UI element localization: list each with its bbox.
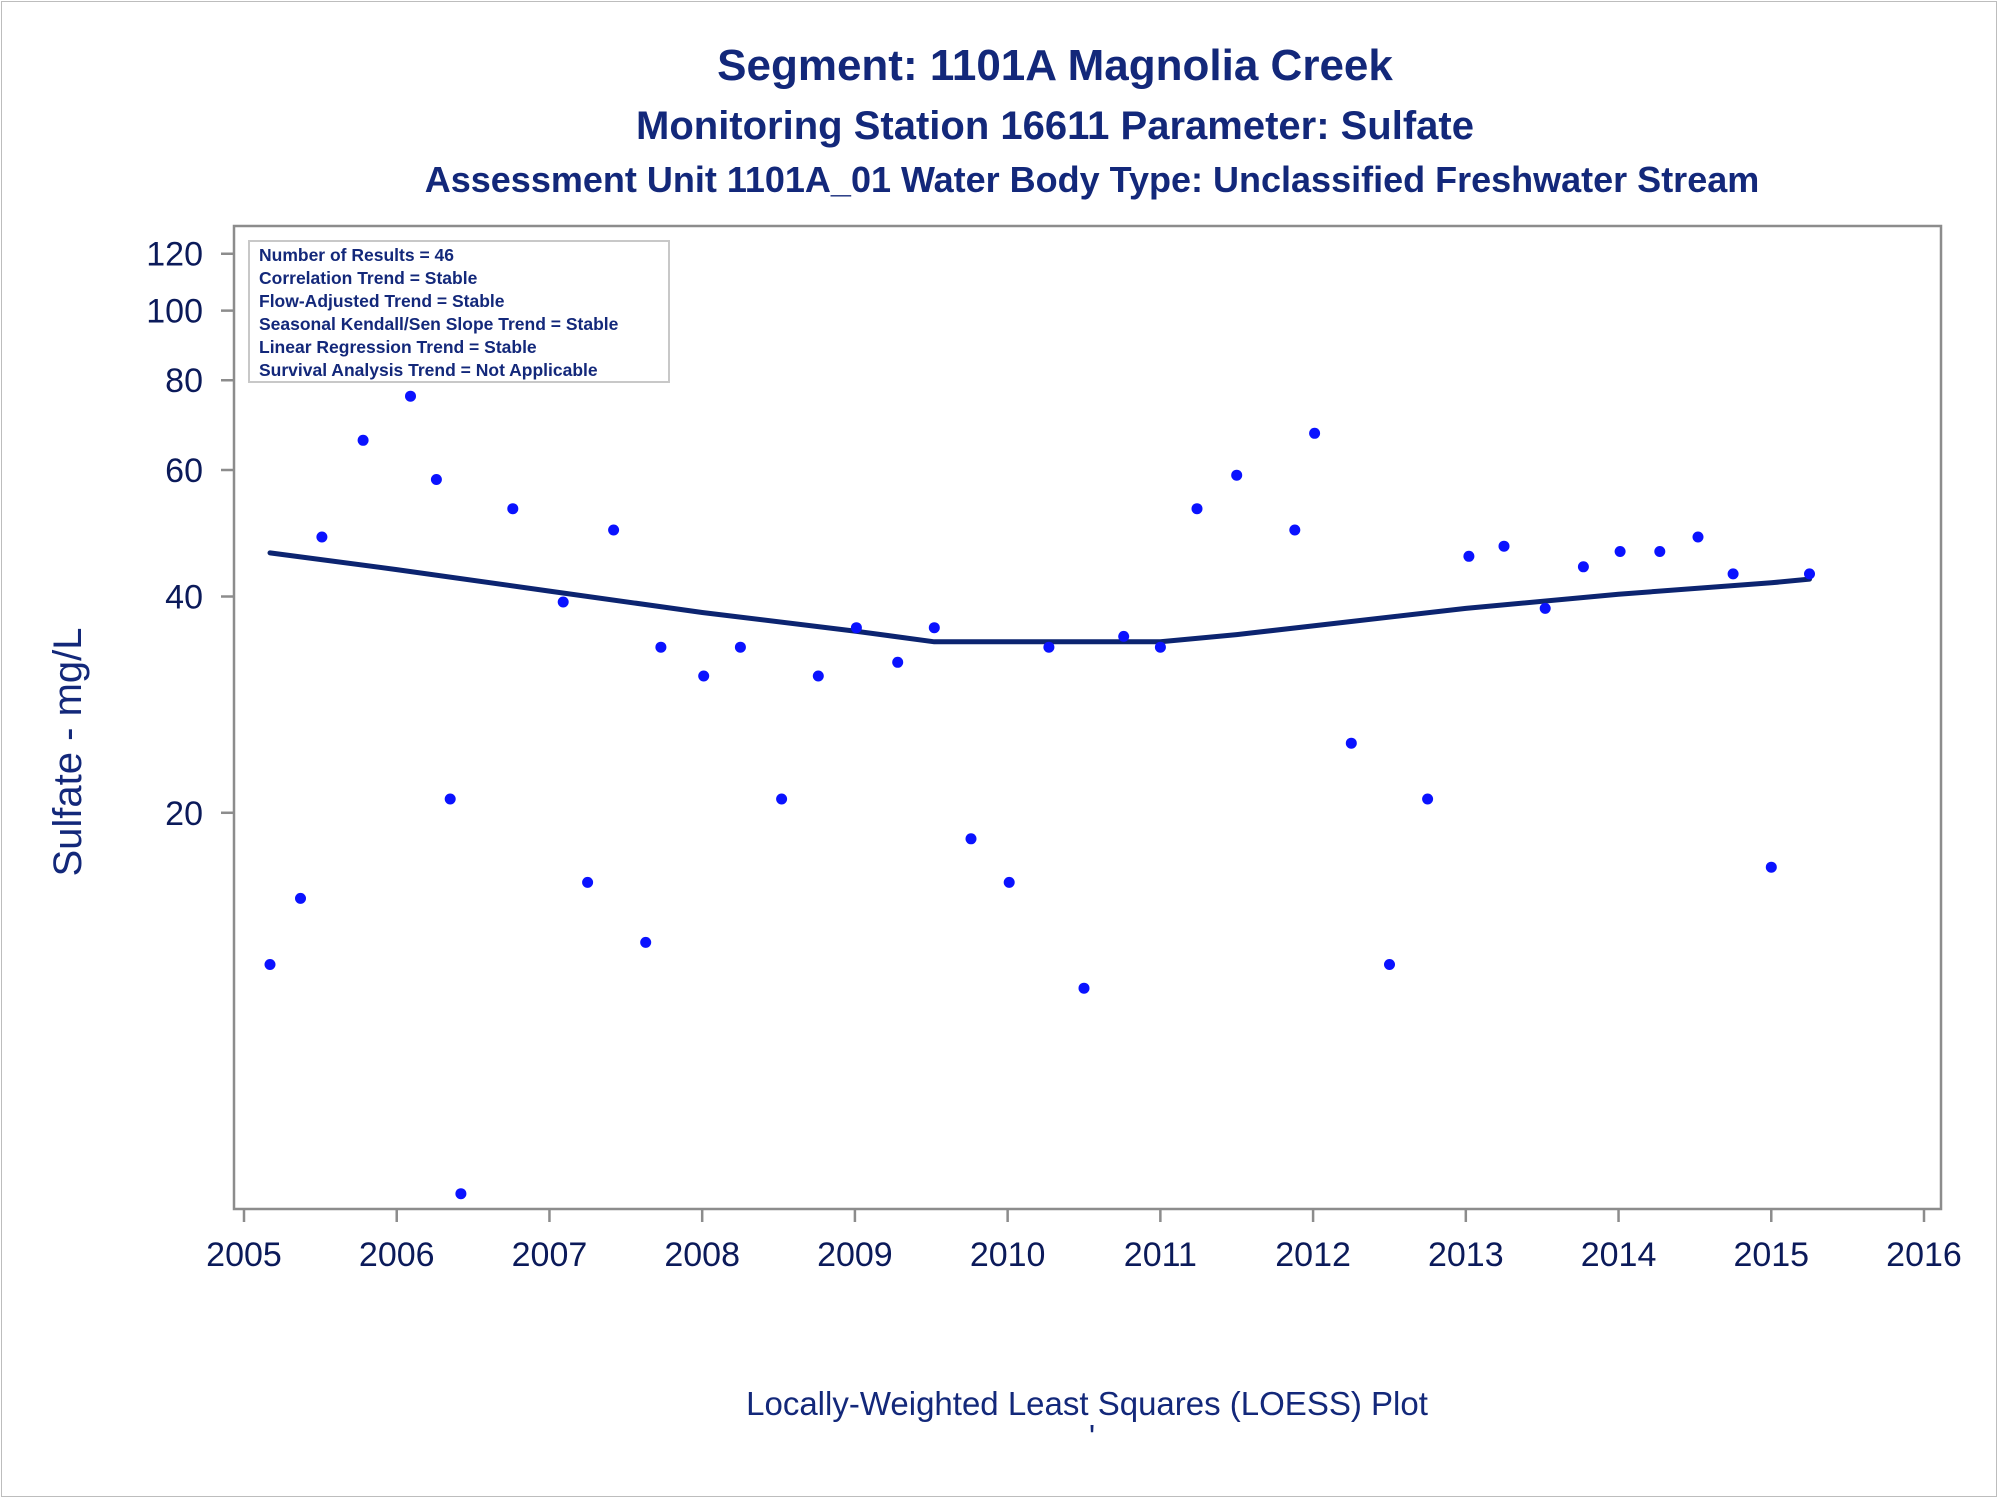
data-point: [1043, 641, 1055, 653]
stats-box: Number of Results = 46 Correlation Trend…: [248, 240, 670, 383]
data-point: [850, 622, 862, 634]
data-point: [698, 670, 710, 682]
data-point: [357, 434, 369, 446]
chart-subtitle-station: Monitoring Station 16611 Parameter: Sulf…: [636, 104, 1474, 148]
y-axis-label: Sulfate - mg/L: [46, 627, 90, 876]
footnote-mark: ': [1089, 1418, 1095, 1455]
y-tick-label: 20: [165, 795, 203, 833]
data-point: [582, 876, 594, 888]
y-axis: 20 40 60 80 100 120: [146, 236, 234, 833]
data-point: [1422, 793, 1434, 805]
data-point: [1804, 568, 1815, 580]
stats-box-border: [248, 240, 670, 383]
x-tick-label: 2007: [512, 1236, 588, 1274]
data-point: [892, 656, 904, 668]
x-tick-label: 2006: [359, 1236, 435, 1274]
x-tick-label: 2012: [1275, 1236, 1351, 1274]
y-tick-label: 120: [146, 236, 203, 274]
data-point: [928, 622, 940, 634]
stats-correlation-trend: Correlation Trend = Stable: [259, 268, 478, 288]
chart-title: Segment: 1101A Magnolia Creek: [717, 41, 1393, 90]
data-point: [1577, 561, 1589, 573]
data-point: [1118, 630, 1130, 642]
stats-survival-analysis-trend: Survival Analysis Trend = Not Applicable: [259, 360, 598, 380]
data-point: [1231, 469, 1243, 481]
stats-number-of-results: Number of Results = 46: [259, 245, 454, 265]
scatter-series: [264, 261, 1815, 1200]
y-tick-label: 100: [146, 293, 203, 331]
data-point: [1463, 550, 1475, 562]
data-point: [734, 641, 746, 653]
data-point: [405, 390, 416, 402]
data-point: [1614, 546, 1626, 557]
data-point: [1289, 524, 1301, 536]
loess-line: [267, 550, 1812, 645]
stats-seasonal-kendall-trend: Seasonal Kendall/Sen Slope Trend = Stabl…: [259, 314, 619, 334]
x-tick-label: 2013: [1428, 1236, 1504, 1274]
chart-subtitle-assessment: Assessment Unit 1101A_01 Water Body Type…: [425, 159, 1760, 200]
data-point: [430, 474, 442, 485]
footnote: Locally-Weighted Least Squares (LOESS) P…: [746, 1385, 1428, 1422]
data-point: [1765, 861, 1777, 873]
plot-area: [232, 224, 1943, 1211]
x-tick-label: 2015: [1733, 1236, 1809, 1274]
data-point: [264, 959, 276, 970]
data-point: [1539, 602, 1551, 614]
data-point: [608, 524, 620, 536]
data-point: [1384, 959, 1395, 970]
stats-linear-regression-trend: Linear Regression Trend = Stable: [259, 337, 537, 357]
data-point: [1345, 737, 1357, 749]
x-tick-label: 2010: [970, 1236, 1046, 1274]
data-point: [507, 503, 519, 515]
y-tick-label: 40: [165, 579, 203, 617]
data-point: [444, 793, 456, 805]
data-point: [1498, 540, 1510, 552]
data-point: [1191, 503, 1203, 515]
stats-flow-adjusted-trend: Flow-Adjusted Trend = Stable: [259, 291, 505, 311]
y-tick-label: 60: [165, 452, 203, 490]
x-tick-label: 2014: [1581, 1236, 1657, 1274]
data-point: [1003, 876, 1015, 888]
data-point: [1654, 546, 1666, 557]
x-tick-label: 2016: [1886, 1236, 1962, 1274]
data-point: [295, 892, 306, 904]
x-tick-label: 2005: [206, 1236, 282, 1274]
data-point: [1154, 641, 1166, 653]
data-point: [776, 793, 788, 805]
data-point: [655, 641, 667, 653]
x-tick-label: 2009: [817, 1236, 893, 1274]
x-tick-label: 2008: [664, 1236, 740, 1274]
data-point: [455, 1188, 467, 1200]
data-point: [965, 833, 977, 845]
data-point: [1078, 982, 1090, 994]
x-axis: 2005 2006 2007 2008 2009 2010 2011 2012 2013 2014…: [206, 1209, 1962, 1274]
data-point: [640, 936, 652, 948]
loess-line-series: [267, 550, 1812, 645]
data-point: [812, 670, 824, 682]
data-point: [1727, 568, 1739, 580]
y-tick-label: 80: [165, 362, 203, 400]
data-point: [1692, 531, 1704, 543]
x-tick-label: 2011: [1124, 1236, 1197, 1274]
data-point: [557, 596, 569, 608]
data-point: [316, 531, 328, 543]
data-point: [1309, 427, 1321, 439]
